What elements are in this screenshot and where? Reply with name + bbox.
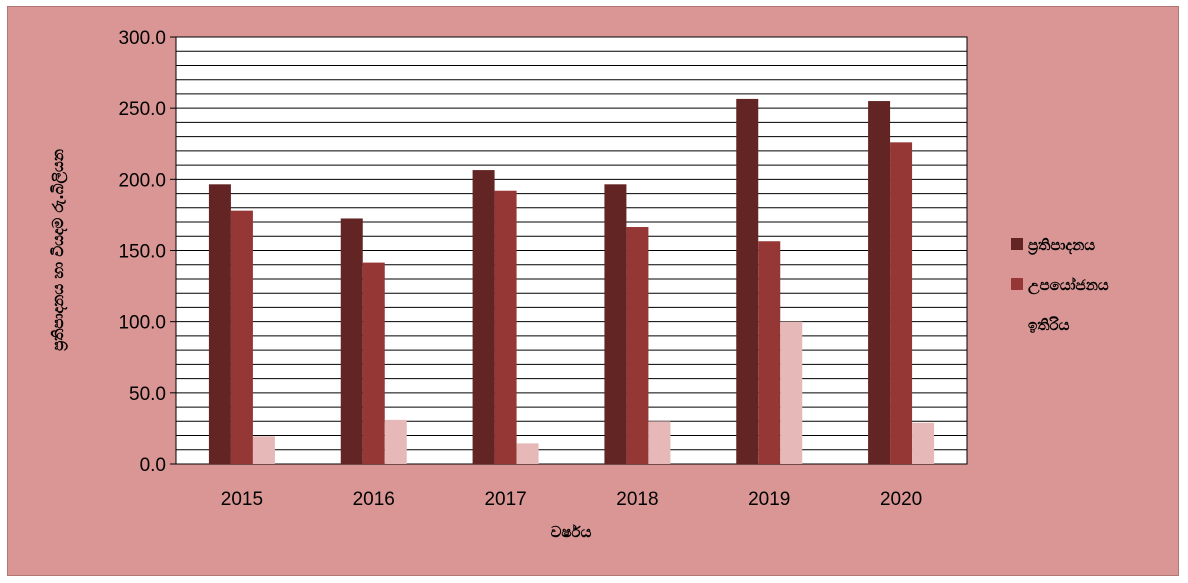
x-tick-label: 2015 <box>221 489 263 510</box>
bar-2016-series-2 <box>362 262 385 464</box>
y-tick-label: 150.0 <box>118 242 166 263</box>
bar-2017-series-2 <box>494 190 517 464</box>
y-axis-title: ප්‍රතිපාදනය හා වියදම රු.බිලියන <box>49 149 69 351</box>
y-tick-label: 0.0 <box>140 455 166 476</box>
legend-label: ඉතිරිය <box>1028 316 1070 334</box>
grid-lines <box>176 50 967 451</box>
x-tick-label: 2016 <box>353 489 395 510</box>
bars <box>208 98 935 465</box>
bar-2015-series-2 <box>230 210 253 464</box>
bar-2017-series-1 <box>472 170 495 464</box>
y-tick-label: 250.0 <box>118 99 166 120</box>
legend-label: උපයෝජනය <box>1028 276 1109 295</box>
x-tick-label: 2018 <box>616 489 658 510</box>
legend-swatch <box>1011 278 1023 290</box>
x-tick-label: 2020 <box>880 489 922 510</box>
y-tick-label: 50.0 <box>129 384 166 405</box>
bar-2015-series-3 <box>252 436 275 464</box>
bar-2018-series-2 <box>626 227 649 464</box>
bar-2019-series-3 <box>780 321 803 464</box>
x-tick-label: 2019 <box>748 489 790 510</box>
bar-2017-series-3 <box>516 443 539 464</box>
x-tick-label: 2017 <box>484 489 526 510</box>
y-tick-label: 100.0 <box>118 313 166 334</box>
bar-2019-series-2 <box>758 241 781 464</box>
x-tick-labels: 2015 2016 2017 2018 2019 2020 <box>221 489 922 510</box>
y-tick-label: 300.0 <box>118 28 166 49</box>
bar-2019-series-1 <box>736 98 759 464</box>
bar-2018-series-1 <box>604 184 627 464</box>
bar-2016-series-3 <box>384 419 407 464</box>
bar-2016-series-1 <box>340 218 363 464</box>
x-axis-title: වර්ෂය <box>551 523 592 541</box>
y-tick-labels: 0.0 50.0 100.0 150.0 200.0 250.0 300.0 <box>118 28 176 476</box>
chart-frame: 0.0 50.0 100.0 150.0 200.0 250.0 300.0 2015 201… <box>7 6 1179 576</box>
y-tick-label: 200.0 <box>118 170 166 191</box>
legend: ප්‍රතිපාදනය උපයෝජනය ඉතිරිය <box>1011 236 1109 334</box>
bar-2020-series-2 <box>890 142 913 464</box>
legend-label: ප්‍රතිපාදනය <box>1028 236 1095 256</box>
legend-swatch <box>1011 238 1023 250</box>
bar-2015-series-1 <box>208 184 231 464</box>
bar-2020-series-3 <box>912 422 935 464</box>
bar-2018-series-3 <box>648 421 671 464</box>
bar-2020-series-1 <box>868 101 891 465</box>
